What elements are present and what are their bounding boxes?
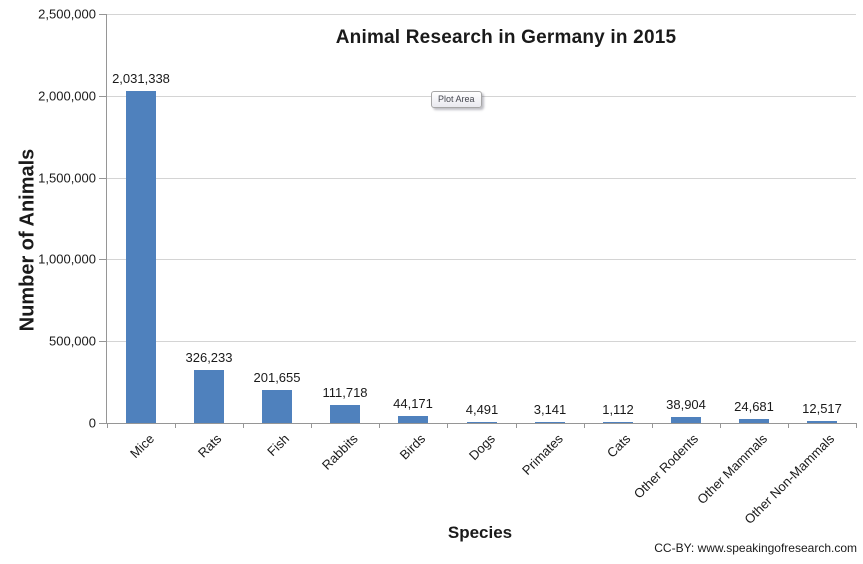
bar-cats [603, 422, 633, 423]
category-label-fish: Fish [264, 431, 293, 459]
y-axis-tick [99, 259, 107, 260]
x-axis-tick [243, 423, 244, 428]
bar-value-label: 24,681 [734, 399, 774, 414]
bar-value-label: 2,031,338 [112, 71, 170, 86]
y-axis-tick [99, 423, 107, 424]
x-axis-tick [175, 423, 176, 428]
x-axis-tick [720, 423, 721, 428]
x-axis-tick [311, 423, 312, 428]
bar-value-label: 111,718 [322, 385, 368, 400]
bar-rats [194, 370, 224, 423]
y-axis-tick [99, 341, 107, 342]
credit-text: CC-BY: www.speakingofresearch.com [654, 541, 857, 555]
bar-value-label: 1,112 [602, 402, 634, 417]
y-tick-label: 500,000 [49, 333, 96, 349]
bar-value-label: 12,517 [802, 401, 842, 416]
y-axis-tick [99, 96, 107, 97]
y-tick-label: 1,500,000 [38, 170, 96, 186]
x-axis-tick [652, 423, 653, 428]
y-tick-label: 0 [88, 415, 96, 431]
y-axis-tick [99, 14, 107, 15]
bar-value-label: 201,655 [253, 370, 301, 385]
x-axis-tick [584, 423, 585, 428]
category-label-dogs: Dogs [465, 431, 498, 464]
x-axis-tick [447, 423, 448, 428]
y-axis-title: Number of Animals [16, 148, 39, 332]
category-label-cats: Cats [604, 431, 634, 461]
x-axis-tick [379, 423, 380, 428]
category-label-rabbits: Rabbits [318, 431, 361, 473]
bar-other-non-mammals [807, 421, 837, 423]
gridline [107, 341, 856, 342]
category-label-other-rodents: Other Rodents [631, 431, 702, 502]
x-axis-tick [107, 423, 108, 428]
plot-area-tooltip: Plot Area [431, 91, 482, 108]
bar-birds [398, 416, 428, 423]
bar-mice [126, 91, 156, 423]
category-label-other-mammals: Other Mammals [693, 431, 770, 507]
y-tick-label: 1,000,000 [38, 251, 96, 267]
gridline [107, 14, 856, 15]
bar-value-label: 3,141 [533, 402, 567, 417]
x-axis-tick [856, 423, 857, 428]
bar-value-label: 38,904 [666, 397, 706, 412]
category-label-rats: Rats [195, 431, 225, 461]
bar-value-label: 4,491 [465, 402, 499, 417]
y-tick-label: 2,000,000 [38, 88, 96, 104]
plot-area: 0 500,000 1,000,000 1,500,000 2,000,000 2,500… [38, 7, 857, 527]
x-axis-tick [516, 423, 517, 428]
chart-title: Animal Research in Germany in 2015 [335, 27, 677, 48]
y-axis-tick [99, 178, 107, 179]
bar-value-label: 326,233 [185, 350, 233, 365]
bar-primates [535, 422, 565, 423]
category-label-mice: Mice [126, 431, 157, 462]
bar-other-rodents [671, 417, 701, 423]
bar-value-label: 44,171 [393, 396, 433, 411]
x-axis-title: Species [447, 523, 513, 542]
x-axis-tick [788, 423, 789, 428]
gridline [107, 178, 856, 179]
bar-rabbits [330, 405, 360, 423]
category-label-primates: Primates [518, 431, 566, 478]
gridline [107, 259, 856, 260]
bar-dogs [467, 422, 497, 423]
category-label-birds: Birds [397, 431, 429, 463]
y-tick-label: 2,500,000 [38, 6, 96, 22]
bar-fish [262, 390, 292, 423]
bar-other-mammals [739, 419, 769, 423]
